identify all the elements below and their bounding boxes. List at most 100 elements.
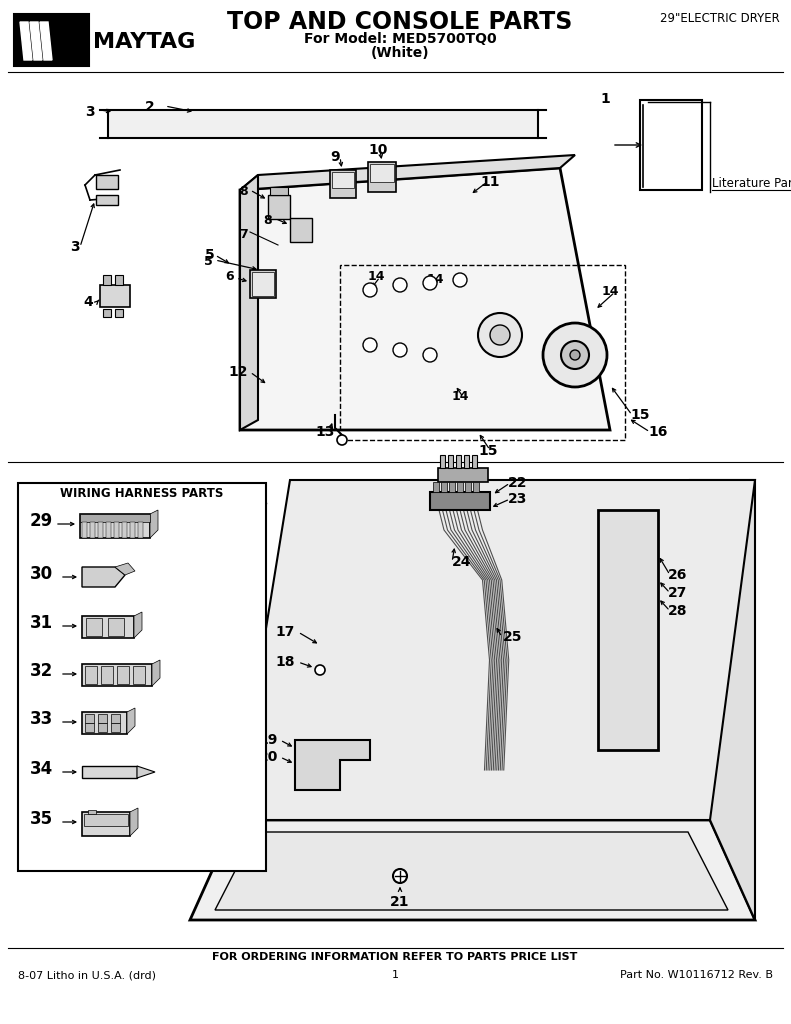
Polygon shape [150, 510, 158, 538]
Polygon shape [30, 22, 42, 60]
Text: 15: 15 [479, 444, 498, 458]
Text: 12: 12 [229, 365, 248, 379]
Bar [290, 218, 312, 242]
Bar [133, 666, 145, 684]
Polygon shape [127, 708, 135, 734]
Circle shape [570, 350, 580, 360]
Circle shape [393, 343, 407, 357]
Text: 11: 11 [480, 175, 500, 189]
Bar [101, 666, 113, 684]
Bar [370, 164, 394, 182]
Bar [86, 618, 102, 636]
Polygon shape [152, 660, 160, 686]
Text: Part No. W10116712 Rev. B: Part No. W10116712 Rev. B [620, 970, 773, 980]
Text: 28: 28 [668, 604, 687, 618]
Bar [82, 812, 130, 836]
Text: 6: 6 [225, 270, 234, 283]
Polygon shape [82, 567, 125, 587]
Bar [111, 714, 120, 723]
Circle shape [393, 869, 407, 883]
Circle shape [543, 323, 607, 387]
Text: 32: 32 [30, 662, 53, 680]
Circle shape [490, 325, 510, 345]
Text: (White): (White) [371, 46, 430, 60]
Bar [80, 514, 150, 538]
Bar [82, 712, 127, 734]
Bar [441, 482, 447, 492]
Bar [473, 482, 479, 492]
Polygon shape [115, 563, 135, 575]
Bar [84, 814, 128, 826]
Bar [465, 482, 471, 492]
Polygon shape [690, 480, 755, 920]
Polygon shape [137, 766, 155, 778]
Bar [115, 275, 123, 285]
Text: 2: 2 [145, 100, 155, 114]
Text: 14: 14 [451, 390, 469, 403]
Bar [85, 723, 94, 732]
Bar [111, 723, 120, 732]
Circle shape [393, 278, 407, 292]
Bar [270, 187, 288, 195]
Text: 21: 21 [390, 895, 410, 909]
Bar [138, 522, 143, 538]
Bar [456, 455, 461, 468]
Text: 27: 27 [668, 586, 687, 600]
Bar [115, 309, 123, 317]
Text: TOP AND CONSOLE PARTS: TOP AND CONSOLE PARTS [227, 10, 573, 34]
Circle shape [561, 341, 589, 369]
Bar [85, 714, 94, 723]
Text: WIRING HARNESS PARTS: WIRING HARNESS PARTS [60, 487, 224, 500]
Text: 15: 15 [630, 408, 649, 422]
Polygon shape [215, 831, 728, 910]
Text: 3: 3 [70, 240, 80, 254]
Text: 30: 30 [30, 565, 53, 583]
Bar [330, 170, 356, 198]
Bar [108, 110, 538, 138]
Text: 26: 26 [668, 568, 687, 582]
Bar [438, 468, 488, 482]
Text: 14: 14 [426, 273, 444, 286]
Text: 8: 8 [240, 185, 248, 198]
Polygon shape [240, 155, 575, 190]
Polygon shape [190, 820, 755, 920]
Polygon shape [240, 175, 258, 430]
Text: 29: 29 [30, 512, 53, 530]
Text: 16: 16 [648, 425, 668, 439]
Text: 14: 14 [601, 285, 619, 298]
Text: 1: 1 [600, 92, 610, 106]
Circle shape [454, 120, 462, 128]
Circle shape [478, 313, 522, 357]
Text: 29"ELECTRIC DRYER: 29"ELECTRIC DRYER [660, 12, 780, 25]
Text: 8: 8 [263, 214, 272, 227]
Bar [108, 618, 124, 636]
Polygon shape [295, 740, 370, 790]
Text: 23: 23 [508, 492, 528, 506]
Text: Literature Parts: Literature Parts [712, 177, 791, 190]
Text: For Model: MED5700TQ0: For Model: MED5700TQ0 [304, 32, 496, 46]
Polygon shape [134, 612, 142, 638]
Polygon shape [130, 808, 138, 836]
Bar [433, 482, 439, 492]
Circle shape [337, 435, 347, 445]
Text: 25: 25 [503, 630, 523, 644]
Bar [122, 522, 127, 538]
Bar [117, 666, 129, 684]
Bar [100, 285, 130, 307]
Bar [82, 664, 152, 686]
Circle shape [423, 348, 437, 362]
Text: 18: 18 [275, 655, 295, 669]
Text: 14: 14 [367, 270, 384, 283]
Text: 34: 34 [30, 760, 53, 778]
Bar [90, 522, 95, 538]
Bar [18, 483, 266, 871]
Text: 17: 17 [275, 625, 295, 639]
Bar [114, 522, 119, 538]
Text: 9: 9 [330, 150, 340, 164]
Bar [98, 522, 103, 538]
Bar [80, 514, 150, 522]
Bar [250, 270, 276, 298]
Bar [449, 482, 455, 492]
Bar [103, 275, 111, 285]
Bar [252, 272, 274, 296]
